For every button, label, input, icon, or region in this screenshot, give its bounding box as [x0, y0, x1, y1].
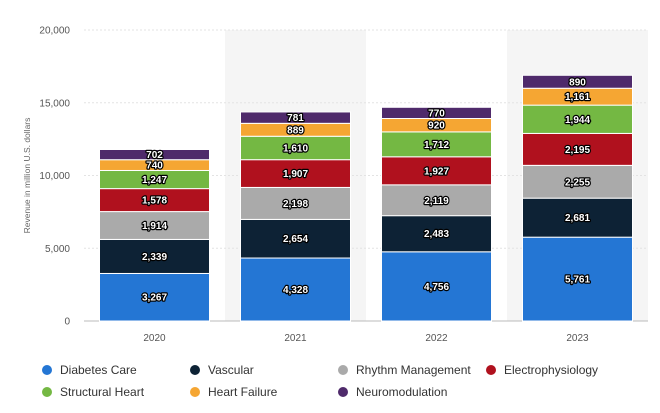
- bar-segment: [240, 186, 351, 220]
- data-label: 890: [569, 77, 586, 88]
- legend-label: Electrophysiology: [504, 363, 599, 377]
- data-label: 2,195: [565, 145, 590, 156]
- bar-segment: [240, 159, 351, 188]
- bar-segment: [522, 104, 633, 134]
- y-tick-label: 10,000: [39, 171, 70, 182]
- legend: Diabetes Care Vascular Rhythm Management El…: [42, 362, 652, 400]
- legend-label: Rhythm Management: [356, 363, 471, 377]
- stacked-bar-chart: 0 5,000 10,000 15,000 20,000 Revenue in milli…: [22, 26, 648, 344]
- data-label: 5,761: [565, 275, 590, 286]
- data-label: 2,119: [424, 196, 449, 207]
- legend-swatch: [338, 365, 348, 375]
- bar-segment: [240, 257, 351, 322]
- bar-segment: [99, 211, 210, 240]
- data-label: 889: [287, 125, 304, 136]
- y-axis-title: Revenue in million U.S. dollars: [22, 118, 32, 234]
- data-label: 740: [146, 161, 163, 172]
- bar-segment: [522, 74, 633, 89]
- data-label: 1,914: [142, 221, 167, 232]
- y-tick-label: 20,000: [39, 26, 70, 37]
- legend-label: Heart Failure: [208, 385, 278, 399]
- bar-segment: [381, 106, 492, 120]
- legend-swatch: [42, 387, 52, 397]
- y-tick-label: 0: [64, 317, 70, 328]
- legend-item[interactable]: Rhythm Management: [338, 362, 486, 378]
- data-label: 1,247: [142, 175, 167, 186]
- data-label: 2,255: [565, 177, 590, 188]
- legend-item[interactable]: Electrophysiology: [486, 362, 652, 378]
- y-tick-label: 15,000: [39, 98, 70, 109]
- data-label: 2,483: [424, 229, 449, 240]
- bar-segment: [522, 132, 633, 166]
- data-label: 1,927: [424, 166, 449, 177]
- data-label: 3,267: [142, 293, 167, 304]
- data-label: 920: [428, 121, 445, 132]
- legend-item[interactable]: Heart Failure: [190, 384, 338, 400]
- legend-item[interactable]: Structural Heart: [42, 384, 190, 400]
- legend-label: Diabetes Care: [60, 363, 137, 377]
- data-label: 2,198: [283, 199, 308, 210]
- x-tick-label: 2022: [425, 333, 448, 344]
- bar-segment: [381, 184, 492, 217]
- legend-swatch: [190, 365, 200, 375]
- data-label: 2,654: [283, 234, 308, 245]
- bar-segment: [99, 238, 210, 274]
- data-label: 781: [287, 113, 304, 124]
- data-label: 2,339: [142, 252, 167, 263]
- x-tick-label: 2021: [284, 333, 307, 344]
- legend-item[interactable]: Diabetes Care: [42, 362, 190, 378]
- legend-swatch: [42, 365, 52, 375]
- x-tick-label: 2020: [143, 333, 166, 344]
- data-label: 1,610: [283, 143, 308, 154]
- y-tick-label: 5,000: [45, 244, 70, 255]
- legend-item[interactable]: Vascular: [190, 362, 338, 378]
- data-label: 1,907: [283, 169, 308, 180]
- bar-segment: [99, 272, 210, 322]
- bar-segment: [522, 236, 633, 322]
- data-label: 4,328: [283, 285, 308, 296]
- bar-segment: [381, 156, 492, 186]
- legend-swatch: [190, 387, 200, 397]
- data-label: 702: [146, 150, 163, 161]
- legend-item[interactable]: Neuromodulation: [338, 384, 486, 400]
- data-label: 1,712: [424, 140, 449, 151]
- bar-segment: [240, 218, 351, 259]
- data-label: 770: [428, 108, 445, 119]
- legend-swatch: [486, 365, 496, 375]
- bar-segment: [381, 251, 492, 322]
- legend-swatch: [338, 387, 348, 397]
- data-label: 1,944: [565, 115, 590, 126]
- legend-label: Neuromodulation: [356, 385, 448, 399]
- data-label: 1,578: [142, 196, 167, 207]
- bar-segment: [99, 148, 210, 161]
- legend-label: Vascular: [208, 363, 254, 377]
- bar-segment: [381, 215, 492, 253]
- x-tick-label: 2023: [566, 333, 589, 344]
- legend-label: Structural Heart: [60, 385, 145, 399]
- bar-segment: [240, 111, 351, 124]
- data-label: 1,161: [565, 92, 590, 103]
- bar-segment: [522, 164, 633, 199]
- data-label: 4,756: [424, 282, 449, 293]
- data-label: 2,681: [565, 213, 590, 224]
- bar-segment: [522, 197, 633, 238]
